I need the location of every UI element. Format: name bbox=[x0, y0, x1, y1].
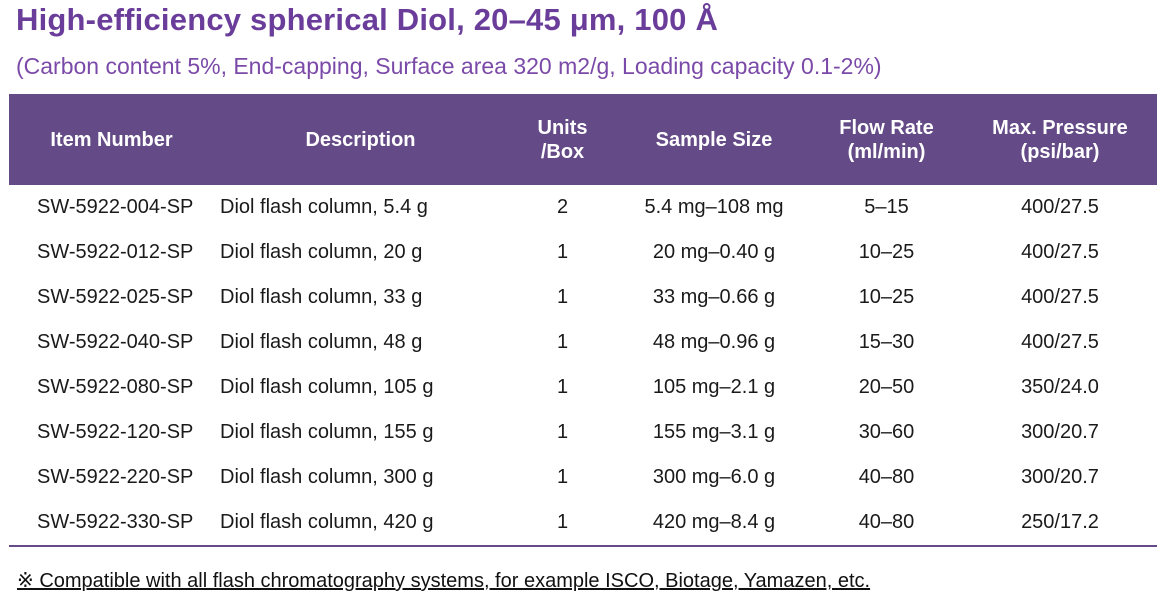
product-table-container: Item Number Description Units/Box Sample Si… bbox=[9, 94, 1157, 547]
max-pressure-cell: 400/27.5 bbox=[1021, 331, 1099, 353]
sample-size-cell: 20 mg–0.40 g bbox=[652, 241, 776, 263]
table-row: SW-5922-004-SP Diol flash column, 5.4 g 2 5… bbox=[9, 185, 1157, 230]
max-pressure-header: Max. Pressure (psi/bar) bbox=[963, 94, 1157, 185]
product-table: Item Number Description Units/Box Sample Si… bbox=[9, 94, 1157, 545]
units-cell: 1 bbox=[556, 376, 569, 398]
flow-rate-cell: 15–30 bbox=[858, 331, 915, 353]
description-cell: Diol flash column, 420 g bbox=[220, 511, 434, 533]
item-number-cell: SW-5922-220-SP bbox=[37, 466, 194, 488]
header-label-line: Flow Rate bbox=[839, 116, 934, 139]
flow-rate-cell: 20–50 bbox=[858, 376, 915, 398]
header-label-line: Item Number bbox=[50, 128, 173, 151]
max-pressure-cell: 300/20.7 bbox=[1021, 421, 1099, 443]
flow-rate-cell: 10–25 bbox=[858, 286, 915, 308]
item-number-cell: SW-5922-330-SP bbox=[37, 511, 194, 533]
table-row: SW-5922-220-SP Diol flash column, 300 g 1 3… bbox=[9, 455, 1157, 500]
description-cell: Diol flash column, 155 g bbox=[220, 421, 434, 443]
table-row: SW-5922-025-SP Diol flash column, 33 g 1 33… bbox=[9, 275, 1157, 320]
page-title: High-efficiency spherical Diol, 20–45 μm… bbox=[16, 2, 719, 37]
compatibility-footnote: ※ Compatible with all flash chromatograp… bbox=[17, 570, 871, 592]
units-cell: 1 bbox=[556, 241, 569, 263]
flow-rate-cell: 10–25 bbox=[858, 241, 915, 263]
flow-rate-header: Flow Rate (ml/min) bbox=[810, 94, 963, 185]
sample-size-cell: 155 mg–3.1 g bbox=[652, 421, 776, 443]
header-label-line: Description bbox=[305, 128, 416, 151]
header-label-line: Sample Size bbox=[655, 128, 773, 151]
table-bottom-rule bbox=[9, 545, 1157, 547]
table-row: SW-5922-012-SP Diol flash column, 20 g 1 20… bbox=[9, 230, 1157, 275]
description-cell: Diol flash column, 48 g bbox=[220, 331, 423, 353]
item-number-cell: SW-5922-004-SP bbox=[37, 196, 194, 218]
header-label-line: (ml/min) bbox=[847, 140, 926, 163]
table-row: SW-5922-330-SP Diol flash column, 420 g 1 4… bbox=[9, 500, 1157, 545]
item-number-cell: SW-5922-012-SP bbox=[37, 241, 194, 263]
description-cell: Diol flash column, 5.4 g bbox=[220, 196, 428, 218]
description-cell: Diol flash column, 33 g bbox=[220, 286, 423, 308]
units-cell: 1 bbox=[556, 466, 569, 488]
header-label-line: (psi/bar) bbox=[1020, 140, 1100, 163]
sample-size-cell: 420 mg–8.4 g bbox=[652, 511, 776, 533]
flow-rate-cell: 40–80 bbox=[858, 511, 915, 533]
item-number-cell: SW-5922-040-SP bbox=[37, 331, 194, 353]
item-number-cell: SW-5922-025-SP bbox=[37, 286, 194, 308]
table-row: SW-5922-080-SP Diol flash column, 105 g 1 1… bbox=[9, 365, 1157, 410]
item-number-cell: SW-5922-080-SP bbox=[37, 376, 194, 398]
max-pressure-cell: 400/27.5 bbox=[1021, 286, 1099, 308]
flow-rate-cell: 30–60 bbox=[858, 421, 915, 443]
flow-rate-cell: 40–80 bbox=[858, 466, 915, 488]
table-header-row: Item Number Description Units/Box Sample Si… bbox=[9, 94, 1157, 185]
description-cell: Diol flash column, 20 g bbox=[220, 241, 423, 263]
units-cell: 1 bbox=[556, 286, 569, 308]
page-subtitle: (Carbon content 5%, End-capping, Surface… bbox=[16, 53, 882, 79]
max-pressure-cell: 300/20.7 bbox=[1021, 466, 1099, 488]
max-pressure-cell: 400/27.5 bbox=[1021, 196, 1099, 218]
units-cell: 2 bbox=[556, 196, 569, 218]
max-pressure-cell: 400/27.5 bbox=[1021, 241, 1099, 263]
units-cell: 1 bbox=[556, 511, 569, 533]
max-pressure-cell: 250/17.2 bbox=[1021, 511, 1099, 533]
description-header: Description bbox=[214, 94, 507, 185]
sample-size-cell: 300 mg–6.0 g bbox=[652, 466, 776, 488]
header-label-line: Max. Pressure bbox=[992, 116, 1128, 139]
sample-size-cell: 5.4 mg–108 mg bbox=[644, 196, 784, 218]
units-cell: 1 bbox=[556, 421, 569, 443]
units-cell: 1 bbox=[556, 331, 569, 353]
table-row: SW-5922-040-SP Diol flash column, 48 g 1 48… bbox=[9, 320, 1157, 365]
item-number-header: Item Number bbox=[9, 94, 214, 185]
description-cell: Diol flash column, 105 g bbox=[220, 376, 434, 398]
description-cell: Diol flash column, 300 g bbox=[220, 466, 434, 488]
item-number-cell: SW-5922-120-SP bbox=[37, 421, 194, 443]
header-label-line: /Box bbox=[540, 140, 585, 163]
sample-size-header: Sample Size bbox=[618, 94, 810, 185]
units-box-header: Units/Box bbox=[507, 94, 618, 185]
flow-rate-cell: 5–15 bbox=[864, 196, 909, 218]
sample-size-cell: 105 mg–2.1 g bbox=[652, 376, 776, 398]
sample-size-cell: 48 mg–0.96 g bbox=[652, 331, 776, 353]
max-pressure-cell: 350/24.0 bbox=[1021, 376, 1099, 398]
sample-size-cell: 33 mg–0.66 g bbox=[652, 286, 776, 308]
header-label-line: Units bbox=[537, 116, 588, 139]
table-row: SW-5922-120-SP Diol flash column, 155 g 1 1… bbox=[9, 410, 1157, 455]
